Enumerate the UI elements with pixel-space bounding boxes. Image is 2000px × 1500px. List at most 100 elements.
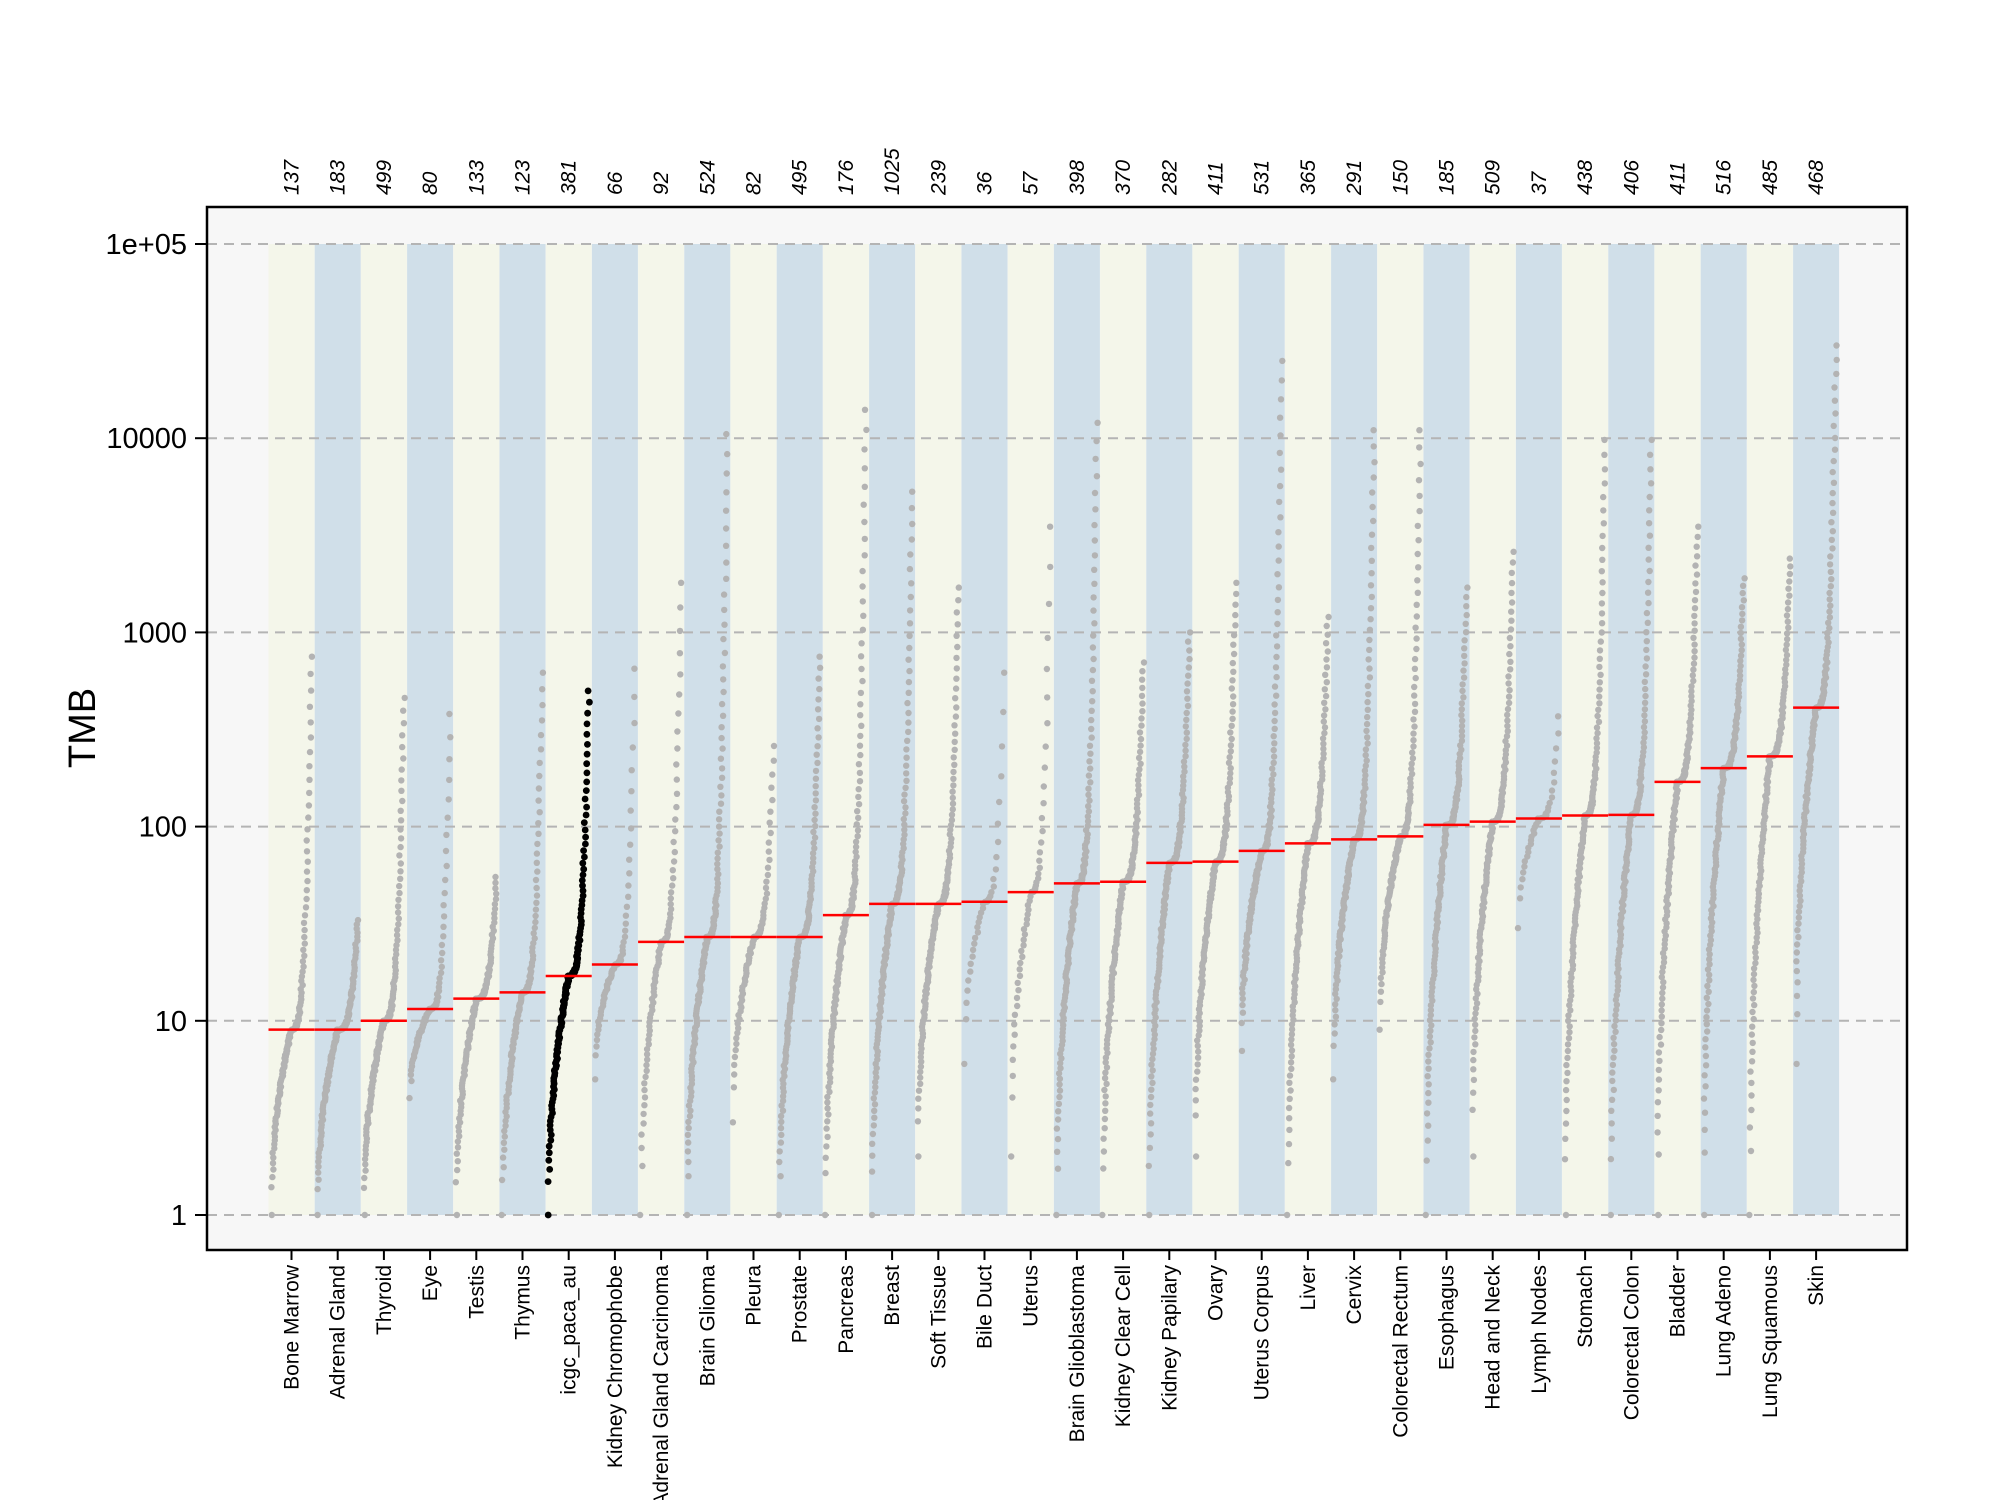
data-point bbox=[438, 963, 445, 971]
data-point bbox=[1786, 555, 1794, 562]
data-point bbox=[1269, 786, 1276, 793]
data-point bbox=[397, 807, 404, 814]
data-point bbox=[1226, 779, 1234, 787]
data-point bbox=[1458, 737, 1466, 744]
data-point bbox=[1321, 729, 1328, 737]
data-point bbox=[298, 973, 306, 980]
data-point bbox=[396, 852, 403, 859]
data-point bbox=[456, 1133, 463, 1140]
data-point bbox=[1593, 735, 1600, 742]
data-point bbox=[1089, 698, 1096, 705]
data-point bbox=[1425, 1065, 1432, 1072]
data-point bbox=[1658, 973, 1666, 981]
data-point bbox=[1020, 926, 1028, 933]
data-point bbox=[813, 751, 820, 758]
data-point bbox=[1607, 1155, 1615, 1163]
data-point bbox=[1472, 1021, 1479, 1028]
data-point bbox=[720, 688, 727, 696]
data-point bbox=[1783, 651, 1791, 659]
data-point bbox=[1227, 748, 1235, 755]
data-point bbox=[1827, 583, 1835, 590]
data-point bbox=[723, 575, 730, 582]
data-point bbox=[1053, 1211, 1060, 1219]
data-point bbox=[1288, 1031, 1296, 1038]
data-point bbox=[1782, 646, 1790, 654]
category-label: Colorectal Rectum bbox=[1389, 1265, 1412, 1438]
data-point bbox=[1688, 683, 1695, 690]
data-point bbox=[684, 1131, 692, 1139]
data-point bbox=[965, 977, 972, 984]
data-point bbox=[1596, 700, 1603, 707]
data-point bbox=[1597, 671, 1604, 678]
data-point bbox=[1706, 961, 1713, 968]
data-point bbox=[1644, 619, 1652, 626]
data-point bbox=[1463, 611, 1470, 619]
data-point bbox=[1087, 779, 1094, 786]
data-point bbox=[438, 941, 446, 949]
data-point bbox=[1192, 1097, 1200, 1104]
data-point bbox=[306, 748, 314, 756]
data-point bbox=[902, 810, 909, 817]
data-point bbox=[500, 1139, 508, 1147]
data-point bbox=[1363, 757, 1370, 764]
data-point bbox=[967, 960, 974, 967]
data-point bbox=[1640, 723, 1648, 731]
data-point bbox=[858, 722, 865, 729]
data-point bbox=[1704, 966, 1712, 973]
data-point bbox=[307, 719, 314, 726]
data-point bbox=[955, 584, 962, 591]
data-point bbox=[1238, 1047, 1246, 1055]
data-point bbox=[1594, 712, 1601, 720]
data-point bbox=[299, 968, 306, 975]
data-point bbox=[1365, 691, 1372, 698]
data-point bbox=[1509, 559, 1517, 566]
data-point bbox=[871, 1089, 879, 1096]
data-point bbox=[1023, 916, 1031, 923]
sample-count: 485 bbox=[1759, 160, 1782, 195]
data-point bbox=[454, 1144, 462, 1151]
data-point bbox=[994, 820, 1002, 827]
data-point bbox=[1138, 676, 1146, 683]
category-label: Lung Adeno bbox=[1713, 1265, 1736, 1377]
data-point bbox=[1054, 1116, 1062, 1123]
data-point bbox=[1598, 568, 1606, 575]
band-colorectal-rectum bbox=[1377, 244, 1424, 1215]
data-point bbox=[304, 826, 311, 833]
data-point bbox=[1089, 644, 1097, 651]
data-point bbox=[852, 843, 860, 851]
data-point bbox=[1270, 746, 1277, 754]
data-point bbox=[720, 635, 727, 643]
data-point bbox=[779, 1097, 787, 1105]
data-point bbox=[1011, 1031, 1018, 1038]
category-label: Brain Glioma bbox=[696, 1265, 719, 1387]
data-point bbox=[1691, 641, 1698, 648]
data-point bbox=[950, 775, 957, 782]
data-point bbox=[670, 875, 677, 882]
data-point bbox=[1471, 1015, 1478, 1023]
data-point bbox=[825, 1111, 832, 1118]
data-point bbox=[1423, 1157, 1430, 1164]
data-point bbox=[673, 803, 680, 811]
data-point bbox=[1794, 1011, 1801, 1018]
category-label: Uterus bbox=[1020, 1265, 1043, 1327]
data-point bbox=[1239, 990, 1246, 997]
data-point bbox=[628, 788, 635, 795]
data-point bbox=[394, 926, 401, 934]
data-point bbox=[1092, 455, 1099, 463]
data-point bbox=[1180, 778, 1187, 785]
data-point bbox=[1274, 571, 1281, 578]
data-point bbox=[1565, 1035, 1573, 1042]
sample-count: 57 bbox=[1020, 170, 1043, 195]
data-point bbox=[392, 946, 400, 954]
data-point bbox=[1085, 808, 1093, 815]
data-point bbox=[822, 1154, 829, 1162]
data-point bbox=[1042, 743, 1049, 750]
data-point bbox=[810, 839, 817, 847]
sample-count: 468 bbox=[1805, 160, 1828, 195]
data-point bbox=[1795, 914, 1803, 921]
data-point bbox=[1411, 700, 1419, 708]
data-point bbox=[1411, 692, 1418, 699]
category-label: Bile Duct bbox=[974, 1265, 997, 1349]
data-point bbox=[733, 1040, 740, 1048]
